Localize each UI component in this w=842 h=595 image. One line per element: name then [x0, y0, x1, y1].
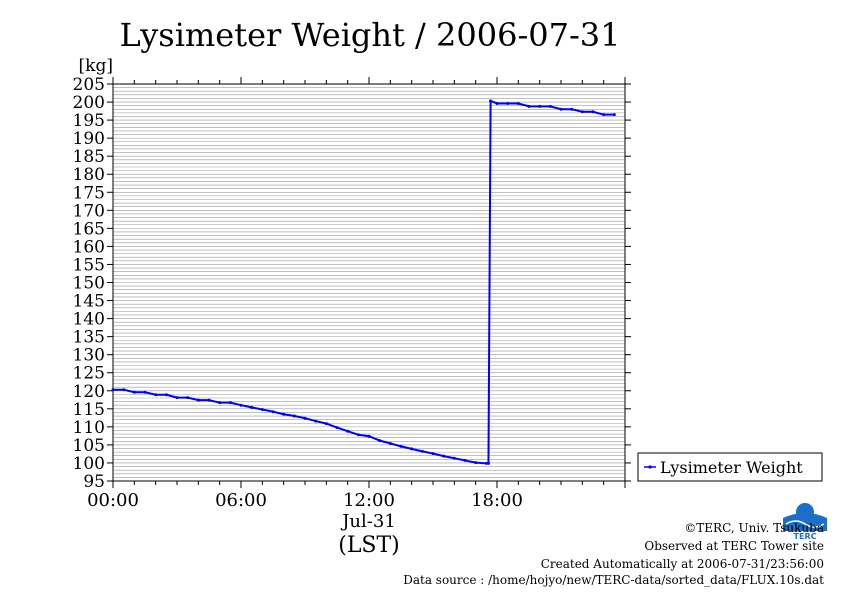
data-point [228, 401, 232, 405]
chart-title: Lysimeter Weight / 2006-07-31 [120, 16, 621, 54]
data-point [463, 458, 467, 462]
data-point [218, 401, 222, 405]
data-point [367, 434, 371, 438]
data-point [335, 426, 339, 430]
data-point [591, 110, 595, 114]
y-tick-label: 140 [73, 310, 105, 330]
footer-copyright: ©TERC, Univ. Tsukuba [684, 521, 824, 535]
x-tick-label: 00:00 [87, 490, 139, 511]
y-tick-label: 160 [73, 237, 105, 257]
legend-marker [648, 465, 652, 469]
series-line [113, 99, 615, 465]
legend-label: Lysimeter Weight [660, 458, 803, 477]
y-tick-label: 165 [73, 219, 105, 239]
y-unit-label: [kg] [79, 56, 113, 76]
y-axis: 9510010511011512012513013514014515015516… [73, 75, 631, 492]
data-point [452, 456, 456, 460]
y-tick-label: 105 [73, 436, 105, 456]
data-point [250, 405, 254, 409]
x-tick-label: 12:00 [343, 490, 395, 511]
x-axis-label: (LST) [338, 533, 400, 558]
data-point [186, 396, 190, 400]
data-point [175, 396, 179, 400]
footer-observed: Observed at TERC Tower site [644, 539, 824, 553]
data-point [196, 398, 200, 402]
data-point [486, 461, 490, 465]
x-tick-label: 06:00 [215, 490, 267, 511]
y-tick-label: 170 [73, 201, 105, 221]
data-point [292, 414, 296, 418]
data-point [516, 101, 520, 105]
data-point [303, 416, 307, 420]
y-tick-label: 195 [73, 111, 105, 131]
logo-text: TERC [794, 532, 817, 541]
y-tick-label: 110 [73, 418, 105, 438]
data-point [314, 419, 318, 423]
terc-logo: TERC [783, 503, 827, 541]
y-tick-label: 130 [73, 346, 105, 366]
data-point [484, 461, 488, 465]
data-point [506, 101, 510, 105]
data-point [282, 412, 286, 416]
data-point [132, 390, 136, 394]
x-axis: 00:00 06:00 12:00 18:00 [87, 77, 626, 511]
y-tick-label: 135 [73, 328, 105, 348]
data-point [538, 104, 542, 108]
data-point [388, 441, 392, 445]
y-tick-label: 145 [73, 292, 105, 312]
data-point [399, 444, 403, 448]
series-layer [111, 99, 616, 465]
y-tick-label: 180 [73, 165, 105, 185]
data-point [154, 393, 158, 397]
data-point [346, 429, 350, 433]
footer-created: Created Automatically at 2006-07-31/23:5… [540, 557, 824, 571]
data-point [260, 408, 264, 412]
data-point [239, 403, 243, 407]
y-tick-label: 125 [73, 364, 105, 384]
data-point [580, 110, 584, 114]
legend-box [637, 452, 823, 482]
data-point [527, 104, 531, 108]
x-tick-label: 18:00 [471, 490, 523, 511]
data-point [378, 439, 382, 443]
legend: Lysimeter Weight [637, 452, 823, 482]
y-tick-label: 95 [83, 472, 105, 492]
data-point [356, 433, 360, 437]
footer-source: Data source : /home/hojyo/new/TERC-data/… [403, 573, 824, 587]
data-point [612, 113, 616, 117]
data-point [324, 422, 328, 426]
data-point [431, 452, 435, 456]
y-tick-label: 150 [73, 274, 105, 294]
data-point [111, 388, 115, 392]
data-point [207, 398, 211, 402]
y-tick-label: 185 [73, 147, 105, 167]
data-point [570, 107, 574, 111]
data-point [559, 107, 563, 111]
data-point [143, 390, 147, 394]
data-point [164, 393, 168, 397]
data-point [474, 461, 478, 465]
y-tick-label: 115 [73, 400, 105, 420]
data-point [271, 410, 275, 414]
y-tick-label: 120 [73, 382, 105, 402]
data-point [420, 449, 424, 453]
y-tick-label: 155 [73, 255, 105, 275]
data-point [442, 454, 446, 458]
logo-wave-line-icon [785, 520, 825, 528]
data-point [548, 104, 552, 108]
data-point [122, 388, 126, 392]
y-tick-label: 190 [73, 129, 105, 149]
y-tick-label: 100 [73, 454, 105, 474]
x-date-label: Jul-31 [340, 511, 396, 532]
data-point [489, 99, 493, 103]
y-tick-label: 200 [73, 93, 105, 113]
y-tick-label: 205 [73, 75, 105, 95]
data-point [602, 113, 606, 117]
grid-lines [113, 83, 625, 482]
y-tick-label: 175 [73, 183, 105, 203]
data-point [410, 447, 414, 451]
data-point [495, 101, 499, 105]
